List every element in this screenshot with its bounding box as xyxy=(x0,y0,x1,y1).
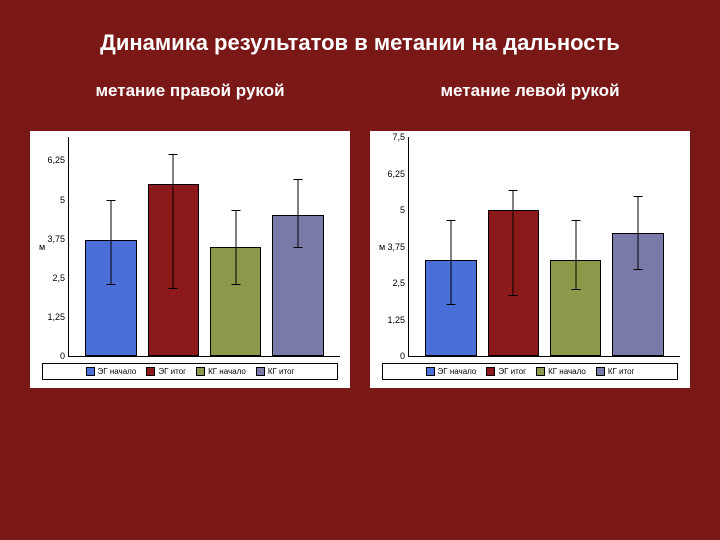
ytick-label: 6,25 xyxy=(377,169,405,179)
charts-row: метание правой рукой м 01,252,53,7556,25… xyxy=(30,81,690,388)
bars-container xyxy=(409,137,680,356)
chart-left-subtitle: метание правой рукой xyxy=(95,81,284,101)
chart-right-plot: м 01,252,53,7556,257,5 xyxy=(408,137,680,357)
bars-container xyxy=(69,137,340,356)
legend-item: КГ начало xyxy=(196,367,246,376)
ytick-label: 2,5 xyxy=(37,273,65,283)
ytick-label: 6,25 xyxy=(37,155,65,165)
ytick-label: 3,75 xyxy=(37,234,65,244)
chart-left-legend: ЭГ начало ЭГ итог КГ начало КГ итог xyxy=(42,363,338,380)
error-bar xyxy=(297,179,298,248)
error-bar xyxy=(173,154,174,289)
ytick-label: 5 xyxy=(377,205,405,215)
bar-left-3 xyxy=(272,215,324,356)
chart-right-subtitle: метание левой рукой xyxy=(440,81,619,101)
legend-label: КГ итог xyxy=(268,367,295,376)
error-bar xyxy=(451,220,452,305)
bar-right-3 xyxy=(612,233,664,356)
bar-left-1 xyxy=(148,184,200,356)
ytick-label: 7,5 xyxy=(377,132,405,142)
bar-left-0 xyxy=(85,240,137,356)
legend-label: КГ начало xyxy=(208,367,246,376)
error-bar xyxy=(513,190,514,296)
ytick-label: 1,25 xyxy=(377,315,405,325)
ytick-label: 3,75 xyxy=(377,242,405,252)
chart-right-legend: ЭГ начало ЭГ итог КГ начало КГ итог xyxy=(382,363,678,380)
legend-item: КГ итог xyxy=(596,367,635,376)
legend-swatch xyxy=(86,367,95,376)
chart-left-plot: м 01,252,53,7556,25 xyxy=(68,137,340,357)
legend-item: ЭГ начало xyxy=(426,367,477,376)
legend-label: КГ начало xyxy=(548,367,586,376)
ytick-label: 5 xyxy=(37,195,65,205)
bar-left-2 xyxy=(210,247,262,357)
ytick-label: 0 xyxy=(37,351,65,361)
error-bar xyxy=(575,220,576,290)
legend-swatch xyxy=(596,367,605,376)
bar-right-2 xyxy=(550,260,602,356)
slide: Динамика результатов в метании на дально… xyxy=(0,0,720,540)
legend-swatch xyxy=(536,367,545,376)
error-bar xyxy=(235,210,236,285)
legend-item: ЭГ итог xyxy=(486,367,526,376)
bar-right-0 xyxy=(425,260,477,356)
error-bar xyxy=(111,200,112,285)
legend-swatch xyxy=(256,367,265,376)
chart-left-col: метание правой рукой м 01,252,53,7556,25… xyxy=(30,81,350,388)
slide-title: Динамика результатов в метании на дально… xyxy=(30,30,690,56)
legend-label: ЭГ итог xyxy=(158,367,186,376)
legend-swatch xyxy=(196,367,205,376)
chart-right: м 01,252,53,7556,257,5 ЭГ начало ЭГ итог К… xyxy=(370,131,690,388)
legend-item: КГ итог xyxy=(256,367,295,376)
legend-item: КГ начало xyxy=(536,367,586,376)
legend-swatch xyxy=(426,367,435,376)
legend-label: ЭГ итог xyxy=(498,367,526,376)
legend-swatch xyxy=(146,367,155,376)
ytick-label: 2,5 xyxy=(377,278,405,288)
legend-label: КГ итог xyxy=(608,367,635,376)
chart-right-col: метание левой рукой м 01,252,53,7556,257… xyxy=(370,81,690,388)
error-bar xyxy=(637,196,638,269)
bar-right-1 xyxy=(488,210,540,356)
chart-left: м 01,252,53,7556,25 ЭГ начало ЭГ итог КГ н… xyxy=(30,131,350,388)
legend-label: ЭГ начало xyxy=(98,367,137,376)
ytick-label: 1,25 xyxy=(37,312,65,322)
legend-item: ЭГ итог xyxy=(146,367,186,376)
legend-item: ЭГ начало xyxy=(86,367,137,376)
legend-label: ЭГ начало xyxy=(438,367,477,376)
legend-swatch xyxy=(486,367,495,376)
ytick-label: 0 xyxy=(377,351,405,361)
